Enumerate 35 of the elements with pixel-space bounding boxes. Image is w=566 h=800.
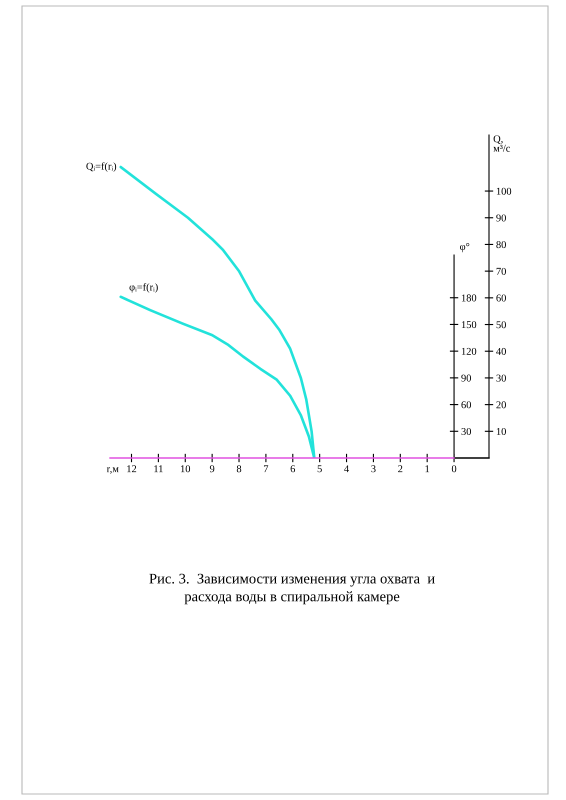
y2-tick-label: 100 xyxy=(496,188,512,195)
x-tick-label: 7 xyxy=(264,465,268,472)
x-tick-label: 12 xyxy=(127,465,136,472)
y-tick-label: 90 xyxy=(461,374,472,382)
x-tick-label: 10 xyxy=(180,465,190,472)
x-tick-label: 3 xyxy=(371,465,376,472)
y2-tick-label: 50 xyxy=(496,321,506,328)
series-label: φᵢ=f(rᵢ) xyxy=(129,283,158,293)
y2-tick-label: 20 xyxy=(496,401,506,408)
y-tick-label: 30 xyxy=(462,428,472,436)
x-tick-label: 0 xyxy=(452,465,456,472)
x-tick-label: 8 xyxy=(236,465,242,472)
series-label: Qᵢ=f(rᵢ) xyxy=(86,162,116,172)
x-axis-title: r,м xyxy=(106,467,119,474)
y-tick-label: 180 xyxy=(462,294,476,302)
y2-tick-label: 40 xyxy=(496,348,506,355)
x-tick-label: 1 xyxy=(425,465,430,472)
y2-tick-label: 60 xyxy=(496,294,506,302)
y2-tick-label: 90 xyxy=(496,214,506,222)
y2-tick-label: 30 xyxy=(496,374,506,382)
x-tick-label: 2 xyxy=(398,465,402,472)
y2-tick-label: 70 xyxy=(496,268,506,275)
x-tick-label: 11 xyxy=(154,465,163,472)
y-tick-label: 120 xyxy=(462,348,476,355)
y-axis-title: φ° xyxy=(460,243,470,252)
text: Рис. 3. Зависимости изменения угла охвата и расхода воды в спиральной камере xyxy=(149,574,435,604)
x-tick-label: 6 xyxy=(290,465,296,472)
y-tick-label: 60 xyxy=(461,401,472,408)
y2-tick-label: 80 xyxy=(496,241,506,248)
x-tick-label: 9 xyxy=(210,465,214,472)
x-tick-label: 4 xyxy=(344,465,349,472)
y2-axis-title: Q, м³/с xyxy=(493,135,510,152)
y-tick-label: 150 xyxy=(462,321,476,328)
y2-tick-label: 10 xyxy=(496,428,506,436)
x-tick-label: 5 xyxy=(318,465,322,472)
